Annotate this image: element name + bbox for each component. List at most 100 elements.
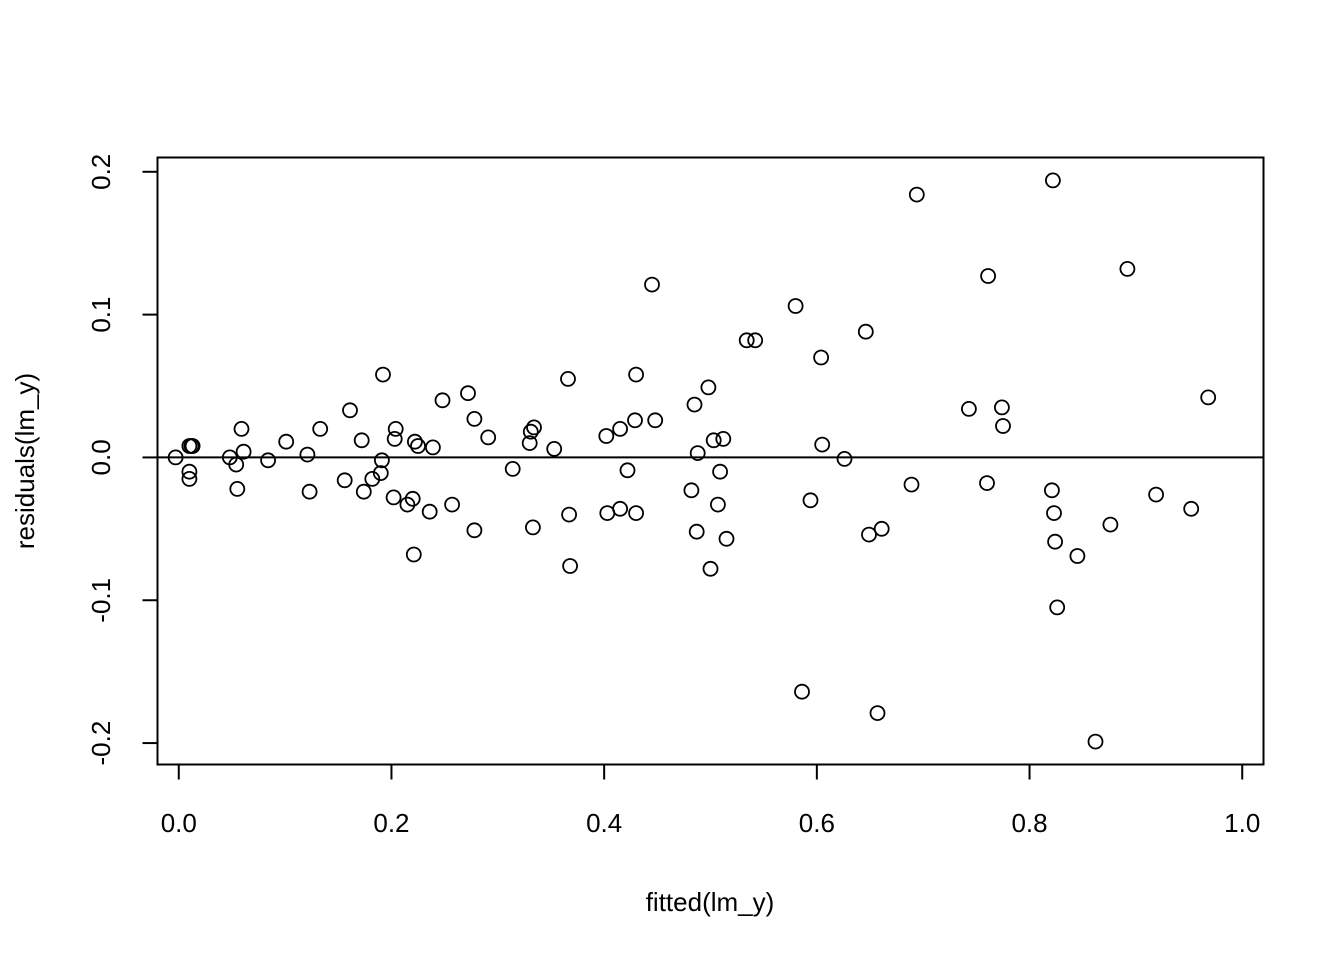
data-point	[712, 463, 728, 480]
data-point	[235, 443, 252, 460]
data-point	[466, 410, 483, 427]
data-point	[434, 392, 451, 409]
data-point	[1200, 389, 1217, 406]
data-point	[961, 400, 977, 417]
data-point	[710, 496, 726, 513]
data-point	[702, 560, 719, 577]
data-point	[869, 705, 886, 721]
data-point	[813, 349, 829, 366]
data-point	[995, 418, 1011, 434]
data-point	[260, 452, 277, 469]
data-point	[612, 500, 628, 517]
data-point	[406, 433, 423, 450]
data-point	[228, 456, 245, 473]
data-point	[167, 449, 184, 466]
data-point	[405, 546, 422, 563]
data-point	[184, 438, 201, 454]
data-point	[421, 503, 438, 520]
data-point	[627, 412, 643, 429]
data-point	[802, 492, 819, 509]
data-point	[647, 412, 664, 429]
data-point	[1102, 516, 1119, 533]
data-point	[994, 399, 1010, 416]
data-point	[399, 496, 416, 513]
data-point	[466, 522, 483, 539]
data-point	[375, 366, 391, 383]
data-point	[683, 482, 700, 499]
data-point	[561, 506, 577, 523]
data-point	[814, 436, 831, 453]
data-point	[373, 452, 390, 469]
data-point	[1119, 260, 1136, 277]
data-point	[1046, 505, 1062, 521]
data-point	[718, 530, 735, 547]
data-point	[903, 476, 920, 493]
data-point	[504, 460, 521, 477]
data-point	[1183, 500, 1200, 517]
data-point	[979, 475, 995, 492]
data-point	[628, 366, 644, 383]
x-axis-label: fitted(lm_y)	[646, 887, 775, 917]
y-axis: -0.2 -0.1 0.0 0.1 0.2	[86, 154, 159, 766]
data-point	[526, 419, 542, 436]
data-point	[386, 430, 403, 447]
x-tick-label: 0.2	[373, 808, 409, 838]
x-tick-label: 1.0	[1224, 808, 1260, 838]
data-point	[1069, 548, 1086, 564]
data-point	[857, 323, 874, 340]
data-point	[181, 463, 198, 480]
y-tick-label: -0.1	[86, 578, 116, 623]
plot-frame	[156, 156, 1265, 766]
data-point	[546, 440, 563, 457]
data-point	[385, 489, 402, 506]
y-tick-label: -0.2	[86, 721, 116, 766]
y-tick-label: 0.0	[86, 439, 116, 475]
x-tick-label: 0.4	[586, 808, 622, 838]
data-point	[299, 446, 316, 463]
data-point	[424, 439, 441, 456]
data-point	[364, 470, 381, 487]
data-point	[353, 432, 370, 449]
data-point	[700, 379, 717, 396]
data-point	[521, 435, 538, 452]
y-tick-label: 0.2	[86, 154, 116, 190]
data-point	[444, 496, 461, 513]
data-point	[908, 186, 925, 203]
data-point	[1044, 482, 1060, 499]
y-axis-label: residuals(lm_y)	[10, 373, 40, 549]
x-tick-label: 0.6	[799, 808, 835, 838]
data-point	[705, 432, 722, 449]
data-point	[480, 429, 497, 446]
data-point	[598, 428, 615, 444]
data-point	[599, 505, 616, 521]
data-point	[278, 433, 295, 450]
points-layer	[167, 172, 1217, 750]
data-point	[787, 298, 804, 314]
data-point	[387, 420, 404, 437]
data-point	[560, 370, 576, 387]
data-point	[525, 519, 541, 536]
data-point	[836, 450, 853, 467]
data-point	[1087, 733, 1104, 750]
data-point	[738, 332, 755, 349]
x-tick-label: 0.8	[1011, 808, 1047, 838]
data-point	[372, 465, 389, 482]
data-point	[410, 438, 426, 454]
data-point	[980, 268, 996, 284]
data-point	[181, 470, 198, 487]
data-point	[644, 276, 660, 293]
data-point	[873, 520, 890, 537]
data-point	[861, 526, 877, 543]
data-point	[460, 385, 476, 402]
data-point	[404, 490, 421, 507]
data-point	[342, 402, 358, 419]
data-point	[628, 505, 644, 521]
y-tick-label: 0.1	[86, 297, 116, 333]
data-point	[336, 472, 353, 489]
data-point	[233, 420, 250, 437]
data-point	[312, 420, 329, 437]
data-point	[1047, 533, 1063, 550]
data-point	[688, 523, 705, 540]
data-point	[689, 445, 706, 462]
